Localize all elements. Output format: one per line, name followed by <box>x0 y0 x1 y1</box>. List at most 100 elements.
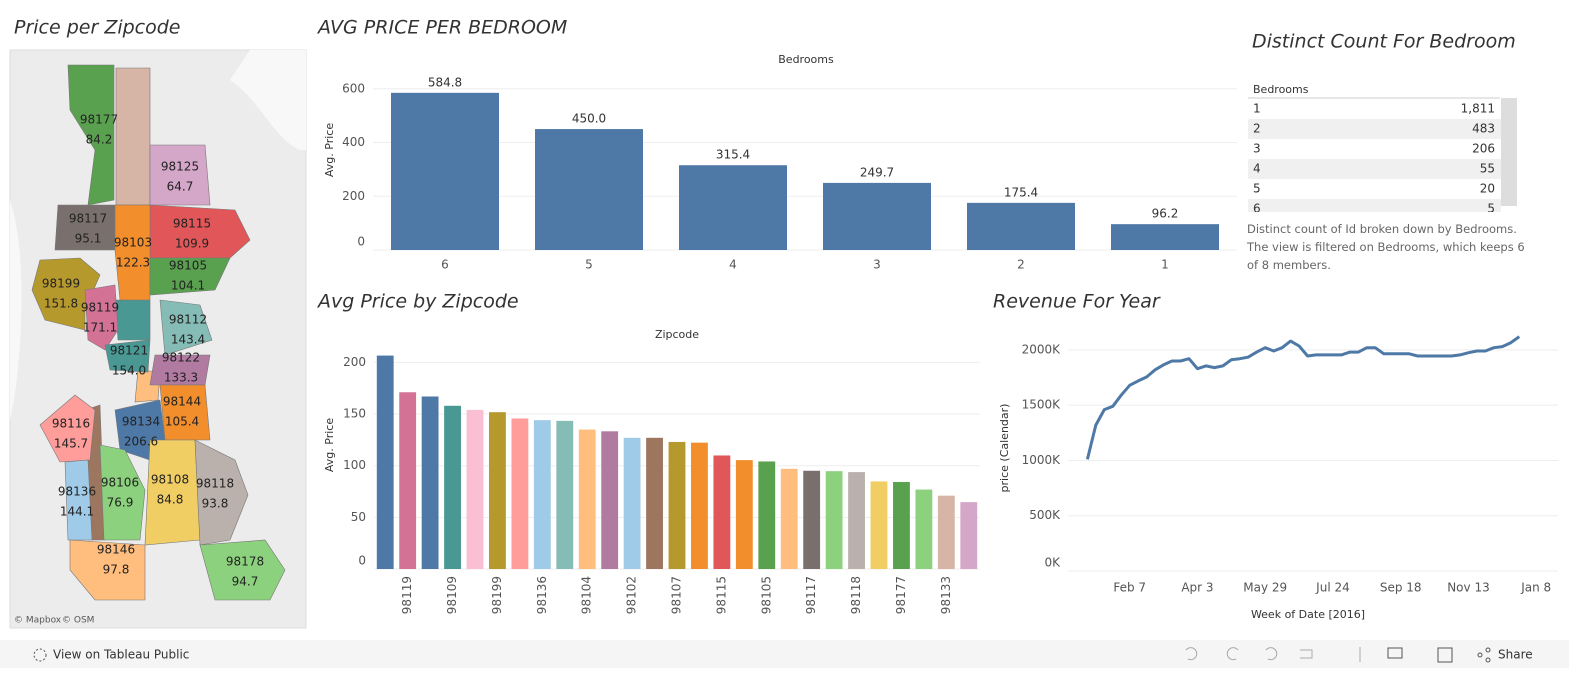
region-zip: 98112 <box>169 313 207 327</box>
x-tick-label: Jan 8 <box>1520 581 1551 595</box>
value-label: 584.8 <box>428 75 462 89</box>
x-tick-label: 98117 <box>804 576 818 614</box>
x-tick-label: 2 <box>1017 258 1025 272</box>
bar <box>556 420 574 569</box>
map-region <box>99 444 146 541</box>
region-zip: 98121 <box>110 344 148 358</box>
water <box>10 200 22 420</box>
bar <box>967 202 1075 250</box>
y-tick-label: 500K <box>1029 508 1061 522</box>
x-tick-label: 98133 <box>939 576 953 614</box>
y-tick-label: 100 <box>343 458 366 472</box>
y-tick-label: 0 <box>357 235 365 249</box>
value-label: 249.7 <box>860 165 894 179</box>
table-cell: 4 <box>1253 162 1261 176</box>
map-region <box>69 539 146 601</box>
x-tick-label: Feb 7 <box>1113 581 1146 595</box>
axis-label: Bedrooms <box>778 53 834 66</box>
bar <box>489 412 506 569</box>
map-title: Price per Zipcode <box>14 17 181 39</box>
chart-title: Avg Price by Zipcode <box>316 291 519 313</box>
toolbar-share[interactable]: Share <box>1498 648 1533 662</box>
region-value: 206.6 <box>124 435 158 449</box>
region-zip: 98103 <box>114 236 152 250</box>
table-caption: Distinct count of Id broken down by Bedr… <box>1247 222 1525 272</box>
table-cell: 1,811 <box>1461 102 1495 116</box>
x-tick-label: 98136 <box>535 576 549 614</box>
value-label: 96.2 <box>1152 207 1179 221</box>
region-zip: 98146 <box>97 543 135 557</box>
region-value: 97.8 <box>103 563 130 577</box>
region-zip: 98105 <box>169 259 207 273</box>
map-region <box>31 257 101 331</box>
bar <box>848 472 865 569</box>
table-cell: 20 <box>1480 182 1495 196</box>
region-zip: 98178 <box>226 555 264 569</box>
region-zip: 98117 <box>69 212 107 226</box>
table-title: Distinct Count For Bedroom <box>1252 31 1516 53</box>
bar <box>870 481 888 569</box>
region-value: 84.8 <box>157 493 184 507</box>
bar <box>937 495 955 569</box>
region-value: 145.7 <box>54 437 88 451</box>
map-region <box>114 299 151 341</box>
y-tick-label: 2000K <box>1022 342 1062 356</box>
x-tick-label: 6 <box>441 258 449 272</box>
x-tick-label: 98199 <box>490 576 504 614</box>
toolbar-link[interactable]: View on Tableau Public <box>53 648 189 662</box>
region-value: 76.9 <box>107 496 134 510</box>
bar <box>668 441 686 569</box>
region-zip: 98199 <box>42 277 80 291</box>
y-tick-label: 1500K <box>1022 398 1062 412</box>
bar <box>825 471 843 569</box>
table-cell: 6 <box>1253 202 1261 216</box>
table-row-bg <box>1248 199 1501 212</box>
y-tick-label: 150 <box>343 407 366 421</box>
region-zip: 98116 <box>52 417 90 431</box>
bar <box>535 129 643 250</box>
table-cell: 1 <box>1253 102 1261 116</box>
map-region <box>115 67 151 206</box>
bar <box>758 461 776 569</box>
region-value: 104.1 <box>171 279 205 293</box>
bar <box>623 437 641 569</box>
y-tick-label: 1000K <box>1022 453 1062 467</box>
region-zip: 98122 <box>162 351 200 365</box>
bar <box>823 182 931 250</box>
x-tick-label: 3 <box>873 258 881 272</box>
axis-label: Avg. Price <box>323 418 336 472</box>
axis-label: price (Calendar) <box>998 404 1011 493</box>
table-cell: 206 <box>1472 142 1495 156</box>
x-tick-label: 1 <box>1161 258 1169 272</box>
table-row-bg <box>1248 159 1501 179</box>
region-value: 144.1 <box>60 505 94 519</box>
region-zip: 98106 <box>101 476 139 490</box>
y-tick-label: 200 <box>342 189 365 203</box>
region-zip: 98125 <box>161 160 199 174</box>
region-value: 95.1 <box>75 232 102 246</box>
region-value: 64.7 <box>167 180 194 194</box>
tableau-icon <box>33 648 47 662</box>
region-zip: 98118 <box>196 477 234 491</box>
value-label: 450.0 <box>572 112 606 126</box>
bar <box>960 502 978 569</box>
map-region <box>194 439 249 546</box>
region-zip: 98108 <box>151 473 189 487</box>
x-tick-label: Jul 24 <box>1315 581 1350 595</box>
bar <box>735 460 753 569</box>
bar <box>915 489 933 569</box>
region-value: 151.8 <box>44 297 78 311</box>
bar <box>421 396 439 569</box>
bar <box>399 392 417 569</box>
bar <box>679 165 787 250</box>
region-value: 133.3 <box>164 371 198 385</box>
x-tick-label: 5 <box>585 258 593 272</box>
bar <box>1111 224 1219 250</box>
y-tick-label: 600 <box>342 81 365 95</box>
line <box>1085 335 1521 460</box>
region-value: 93.8 <box>202 497 229 511</box>
attribution: © Mapbox <box>14 616 62 626</box>
region-value: 122.3 <box>116 256 150 270</box>
